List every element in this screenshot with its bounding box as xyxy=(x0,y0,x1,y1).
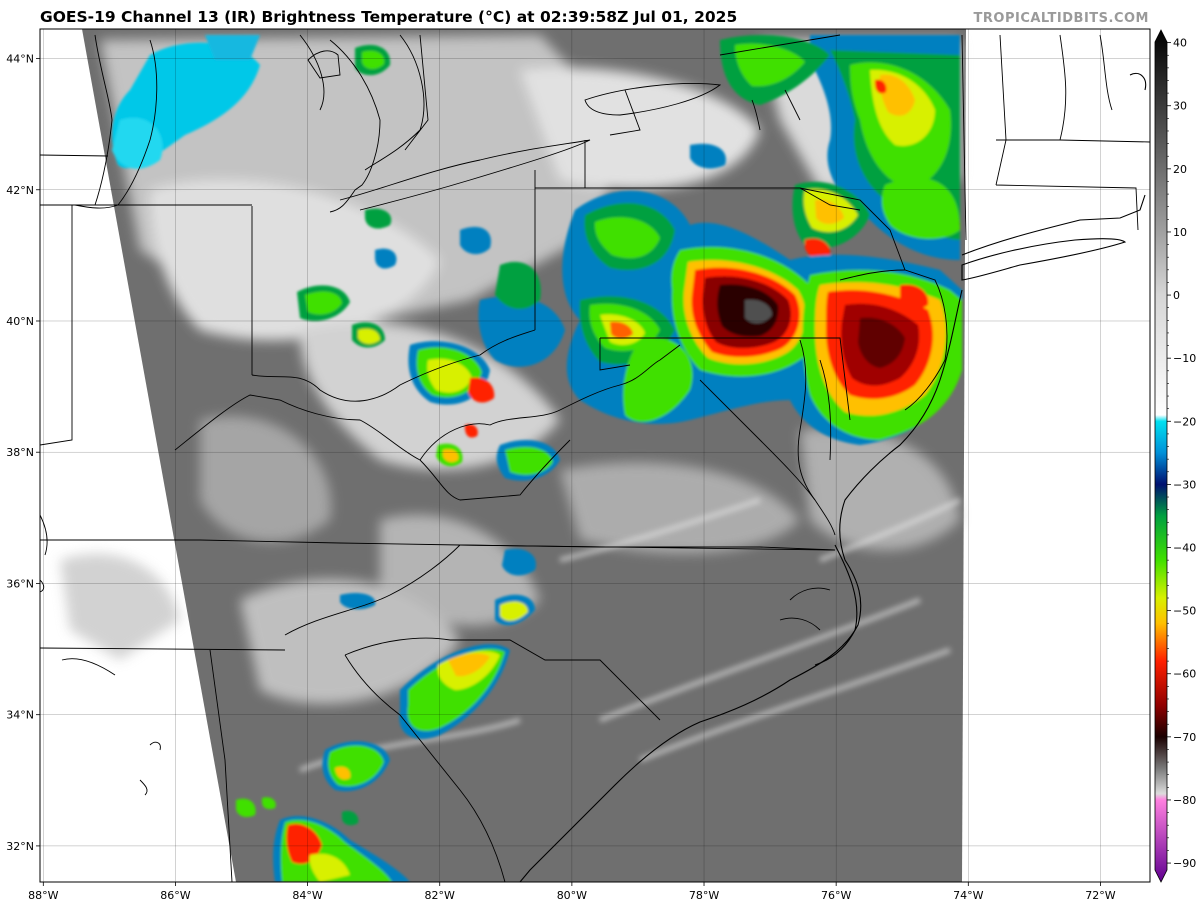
michigan-thumb xyxy=(307,50,341,79)
colorbar-ticks: 40 30 20 10 0 −10 −20 −30 −40 −50 −60 −70 −80 −90 xyxy=(1167,37,1196,870)
lon-tick-label: 78°W xyxy=(689,889,719,902)
wv-border-east xyxy=(599,338,631,371)
virginia-nc-border xyxy=(459,544,836,551)
new-england-coast xyxy=(961,194,1146,256)
cape-cod xyxy=(1129,72,1147,91)
colorbar-tick-label: −30 xyxy=(1173,478,1196,491)
outer-banks xyxy=(814,544,858,666)
pa-ny-border xyxy=(535,140,861,211)
lake-ontario-shore xyxy=(584,83,722,116)
maine-nh-border xyxy=(1099,34,1113,111)
pamlico-sound xyxy=(779,587,831,631)
colorbar-tick-label: 0 xyxy=(1173,289,1180,302)
map-title: GOES-19 Channel 13 (IR) Brightness Tempe… xyxy=(40,8,738,26)
convective-storms xyxy=(236,35,962,882)
ohio-river xyxy=(251,329,536,402)
lon-tick-label: 82°W xyxy=(425,889,455,902)
lon-tick-label: 86°W xyxy=(160,889,190,902)
lat-tick-label: 34°N xyxy=(6,709,34,722)
temperature-colorbar: 40 30 20 10 0 −10 −20 −30 −40 −50 −60 −70 −80 −90 xyxy=(1154,29,1196,883)
georgia-alabama-border xyxy=(209,649,233,882)
cold-cloud-cyan xyxy=(112,35,260,169)
vermont-nh-border xyxy=(999,34,1067,141)
lon-tick-label: 72°W xyxy=(1085,889,1115,902)
lat-tick-label: 40°N xyxy=(6,315,34,328)
nc-sc-border xyxy=(344,637,661,721)
lat-tick-label: 42°N xyxy=(6,184,34,197)
atlantic-coastline xyxy=(519,289,963,882)
longitude-axis: 88°W 86°W 84°W 82°W 80°W 78°W 76°W 74°W 72°W xyxy=(28,882,1116,902)
virginia-east xyxy=(699,379,836,536)
colorbar-tick-label: 10 xyxy=(1173,226,1187,239)
colorbar-tick-label: 20 xyxy=(1173,163,1187,176)
lake-huron-shore xyxy=(364,34,429,171)
colorbar-tick-label: −40 xyxy=(1173,542,1196,555)
long-island xyxy=(961,238,1127,281)
wisconsin-illinois-border xyxy=(40,154,109,157)
ny-vt-border xyxy=(961,34,967,241)
wv-va-border xyxy=(419,344,681,461)
lat-tick-label: 44°N xyxy=(6,53,34,66)
colorbar-tick-label: −60 xyxy=(1173,668,1196,681)
latitude-axis: 32°N 34°N 36°N 38°N 40°N 42°N 44°N xyxy=(6,53,40,853)
michigan-shore xyxy=(299,34,381,213)
lat-tick-label: 38°N xyxy=(6,446,34,459)
colorbar-body xyxy=(1154,29,1168,883)
lon-tick-label: 76°W xyxy=(821,889,851,902)
graticule xyxy=(40,29,1150,882)
colorbar-tick-label: −10 xyxy=(1173,352,1196,365)
nj-border xyxy=(839,269,948,411)
ct-ri-ma-borders xyxy=(995,139,1150,231)
kentucky-border xyxy=(174,394,571,501)
md-de-border xyxy=(800,337,851,421)
chesapeake-bay xyxy=(797,339,832,501)
lon-tick-label: 80°W xyxy=(557,889,587,902)
lat-tick-label: 36°N xyxy=(6,577,34,590)
lake-michigan-shore xyxy=(74,34,158,209)
tennessee-south-border xyxy=(40,647,286,651)
colorbar-tick-label: 40 xyxy=(1173,37,1187,50)
credit-watermark: TROPICALTIDBITS.COM xyxy=(973,11,1149,26)
colorbar-tick-label: −80 xyxy=(1173,794,1196,807)
lake-erie-shore xyxy=(339,139,591,211)
lon-tick-label: 88°W xyxy=(28,889,58,902)
lat-tick-label: 32°N xyxy=(6,840,34,853)
sc-ga-border xyxy=(344,654,506,882)
map-frame xyxy=(39,28,1151,883)
lon-tick-label: 74°W xyxy=(953,889,983,902)
ny-nj-pa-border xyxy=(799,187,906,271)
colorbar-tick-label: −90 xyxy=(1173,857,1196,870)
boundaries xyxy=(40,34,1150,882)
indiana-illinois-border xyxy=(40,205,73,446)
colorbar-tick-label: −70 xyxy=(1173,731,1196,744)
tennessee-nc-border xyxy=(284,544,461,636)
colorbar-tick-label: −20 xyxy=(1173,415,1196,428)
colorbar-tick-label: 30 xyxy=(1173,100,1187,113)
colorbar-tick-label: −50 xyxy=(1173,605,1196,618)
lon-tick-label: 84°W xyxy=(292,889,322,902)
